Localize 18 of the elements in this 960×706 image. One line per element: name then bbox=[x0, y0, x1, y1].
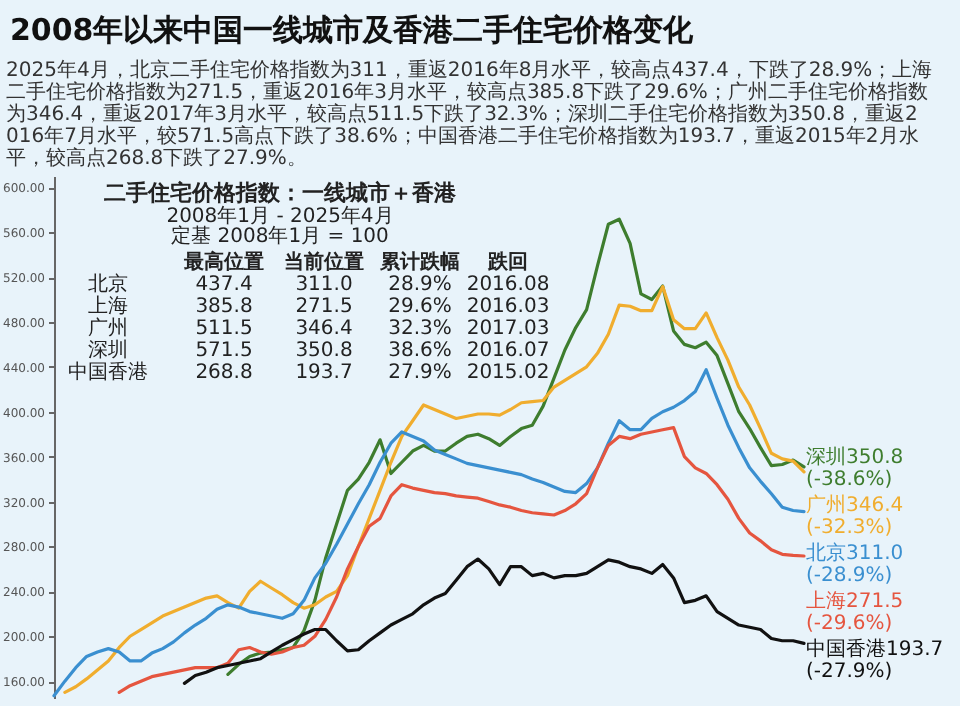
series-label: 北京311.0 (-28.9%) bbox=[806, 540, 904, 587]
chart-title: 2008年以来中国一线城市及香港二手住宅价格变化 bbox=[10, 12, 696, 48]
text: 中国香港 268.8 193.7 27.9% 2015.02 bbox=[68, 362, 550, 384]
line-series bbox=[117, 426, 806, 694]
text: 广州 511.5 346.4 32.3% 2017.03 bbox=[88, 318, 550, 340]
series-label: 中国香港193.7 (-27.9%) bbox=[806, 636, 944, 683]
text: 上海 385.8 271.5 29.6% 2016.03 bbox=[88, 296, 550, 318]
text: 2025年4月，北京二手住宅价格指数为311，重返2016年8月水平，较高点437.4，下跌了28.9%；上海二手住宅价格指数为271.5，重返2016年3月水平，较高点385.8下跌了29.6%；广州二手住宅价格指数为346.4，重返2017年3月水平，较高点511.5下跌了32.3%；深圳二手住宅价格指数为350.8，重返2016年7月水平，较571.5高点下跌了38.6%；中国香港二手住宅价格指数为193.7，重返2015年2月水平，较高点268.8下跌了27.9%。 bbox=[6, 58, 933, 170]
series-label: 深圳350.8 (-38.6%) bbox=[806, 444, 904, 491]
text: 深圳 571.5 350.8 38.6% 2016.07 bbox=[88, 340, 550, 362]
text: 北京 437.4 311.0 28.9% 2016.08 bbox=[88, 274, 550, 296]
series-label: 上海271.5 (-29.6%) bbox=[806, 588, 904, 635]
annotation: 二手住宅价格指数：一线城市＋香港 bbox=[104, 180, 458, 206]
annotation: 定基 2008年1月 = 100 bbox=[171, 224, 389, 248]
series-label: 广州346.4 (-32.3%) bbox=[806, 492, 904, 539]
text: 最高位置 当前位置 累计跌幅 跌回 bbox=[184, 252, 528, 274]
annotation: 2008年1月 - 2025年4月 bbox=[166, 204, 394, 228]
line-series bbox=[182, 557, 806, 686]
